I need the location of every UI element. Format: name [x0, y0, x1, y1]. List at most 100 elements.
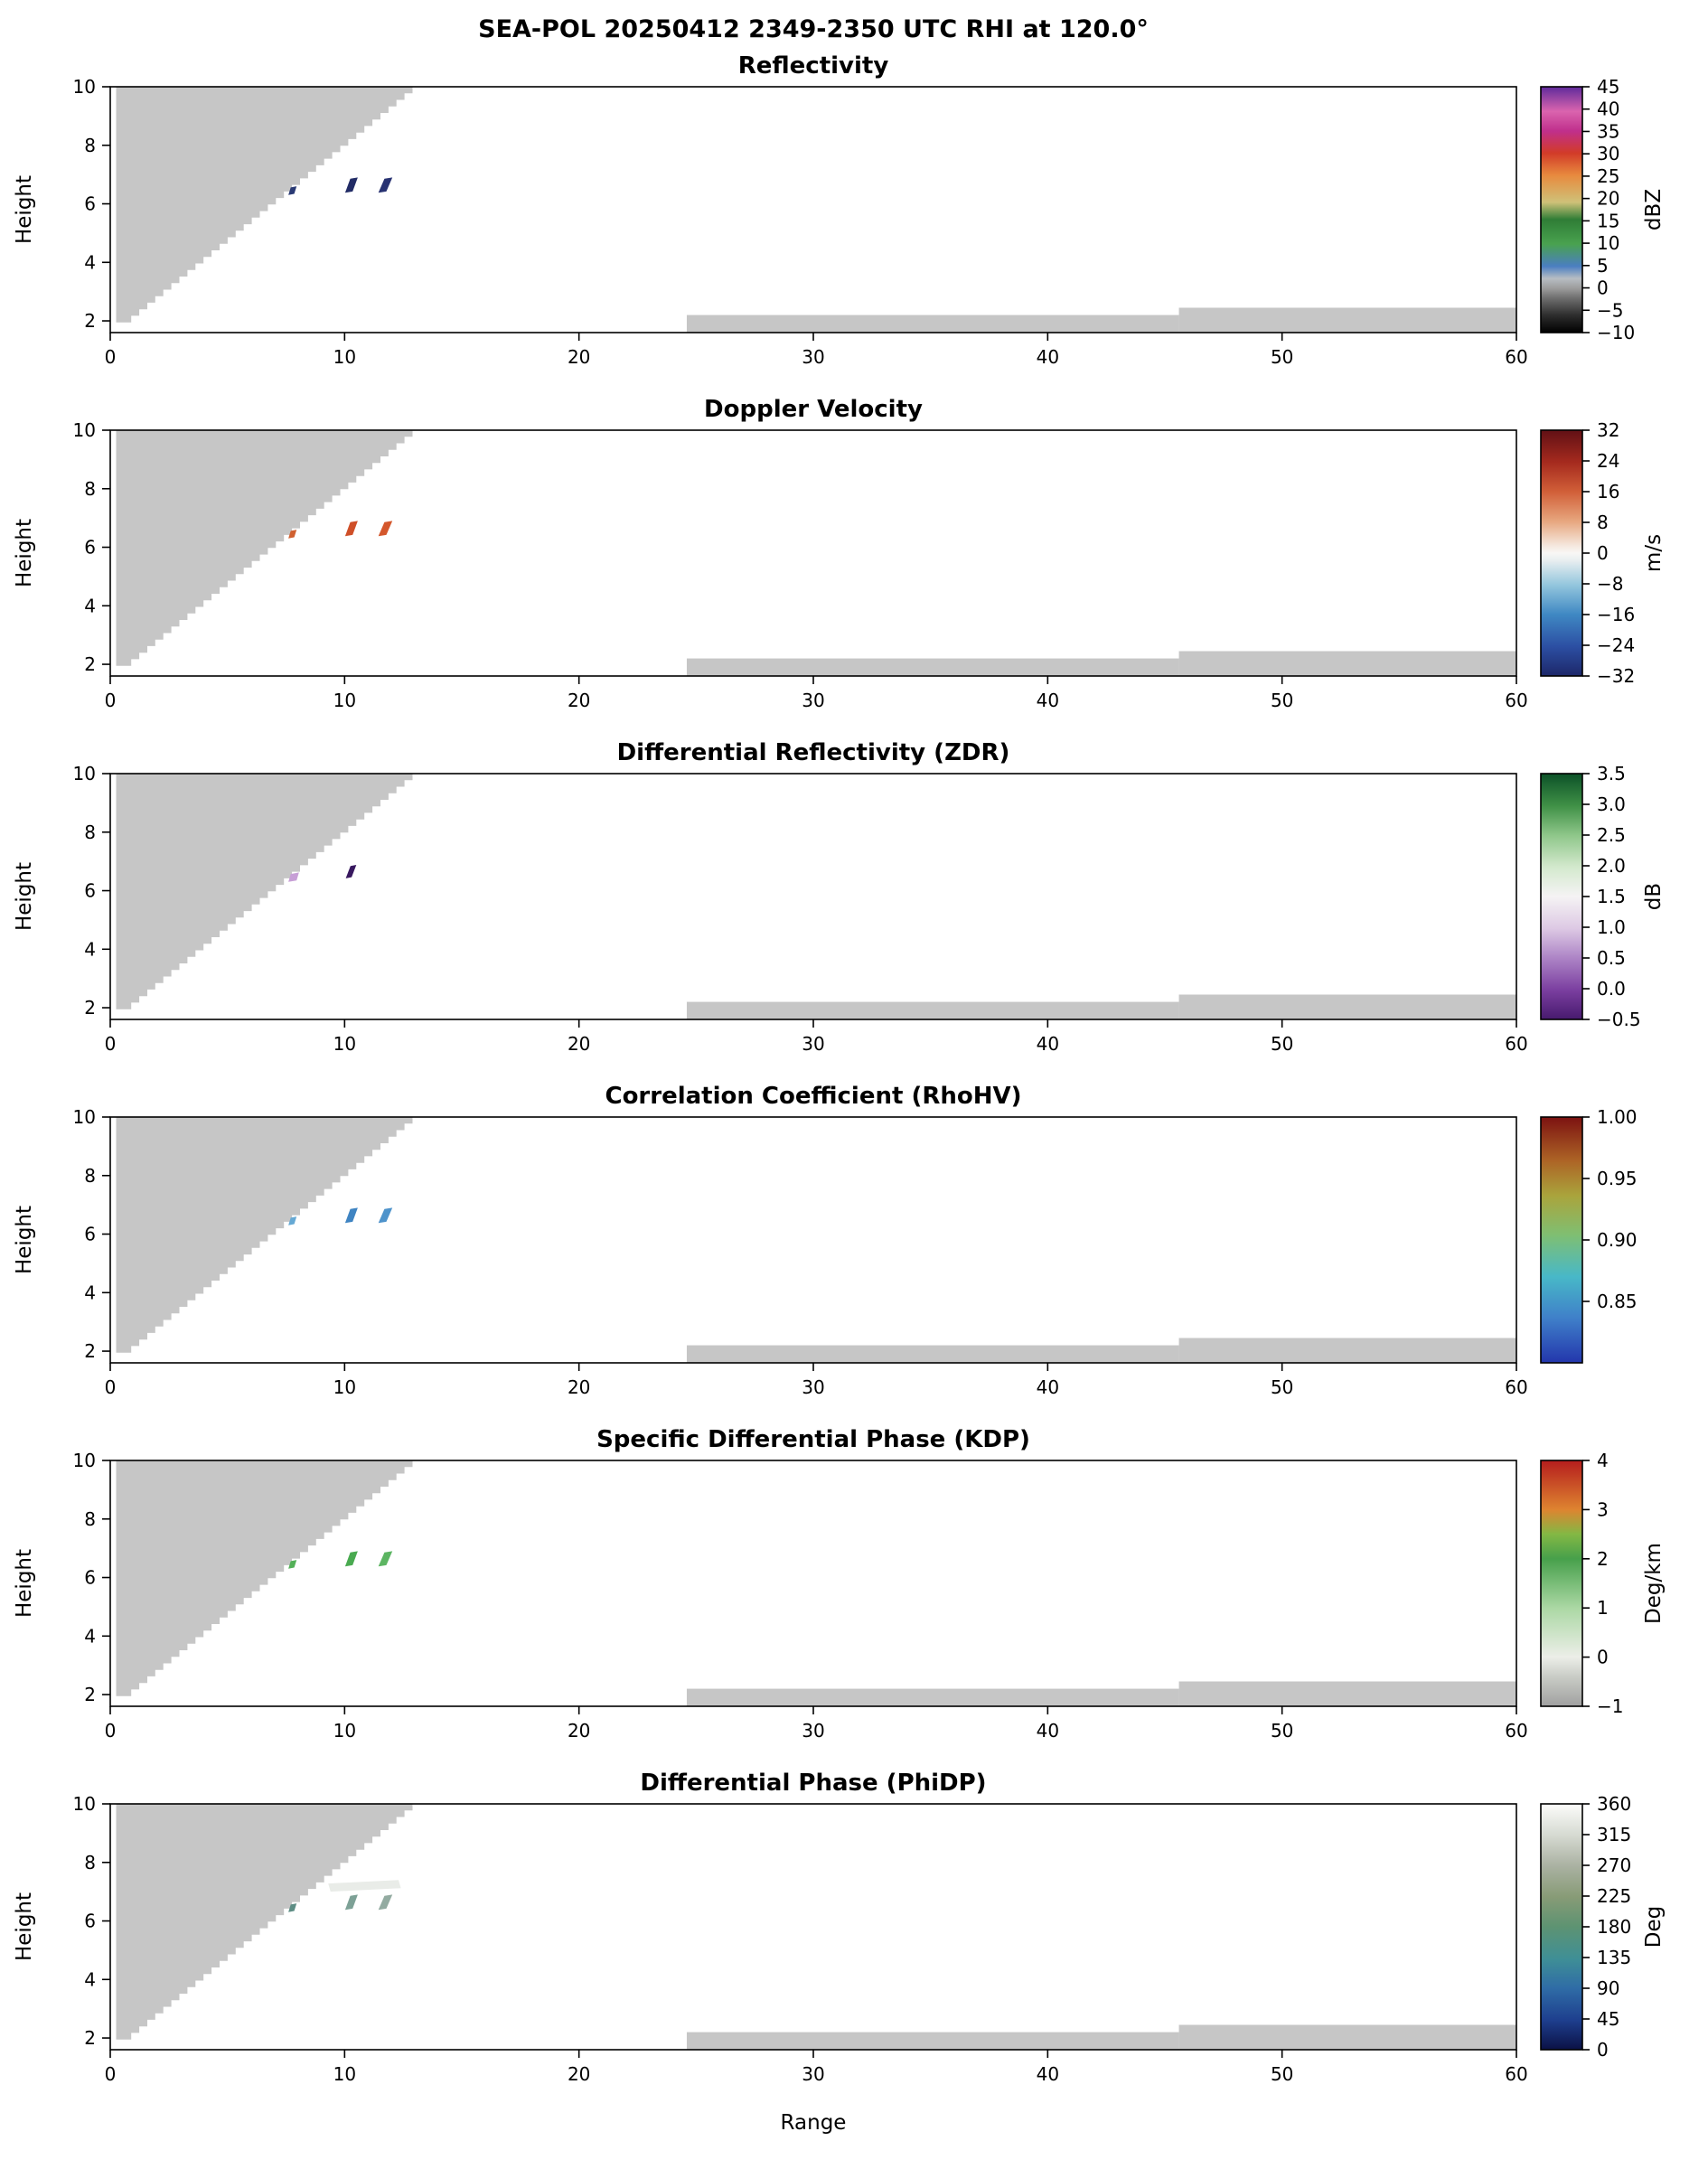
y-tick-label: 6	[84, 880, 96, 902]
panel-title-reflectivity: Reflectivity	[737, 52, 889, 80]
x-tick-label: 40	[1037, 690, 1059, 711]
x-tick-label: 40	[1037, 2063, 1059, 2085]
panel-zdr: Differential Reflectivity (ZDR) 0 10 20 30 40…	[0, 737, 1708, 1056]
ground-echo-strip	[1178, 2024, 1516, 2050]
x-tick-label: 10	[333, 1033, 356, 1055]
colorbar-tick-label: 32	[1597, 419, 1619, 441]
x-tick-label: 30	[802, 1033, 824, 1055]
colorbar-tick-label: 4	[1597, 1450, 1609, 1471]
y-tick-label: 2	[84, 653, 96, 675]
y-tick-label: 2	[84, 997, 96, 1019]
colorbar-tick-label: 1	[1597, 1597, 1609, 1619]
ground-echo-strip	[1178, 651, 1516, 676]
y-tick-label: 6	[84, 193, 96, 215]
y-axis-label: Height	[13, 519, 36, 587]
colorbar-tick-label: 0	[1597, 1647, 1609, 1668]
colorbar-tick-label: 3.0	[1597, 793, 1626, 815]
x-tick-label: 40	[1037, 1720, 1059, 1742]
ground-echo-strip	[686, 1001, 1179, 1019]
colorbar-tick-label: 0.0	[1597, 978, 1626, 1000]
x-tick-label: 60	[1505, 1033, 1527, 1055]
colorbar-unit-label: m/s	[1642, 534, 1666, 572]
colorbar-tick-label: 40	[1597, 99, 1619, 120]
colorbar-tick-label: 24	[1597, 450, 1619, 472]
colorbar-tick-label: 3.5	[1597, 763, 1626, 784]
x-tick-label: 10	[333, 2063, 356, 2085]
colorbar-tick-label: 0.85	[1597, 1291, 1638, 1312]
echo-patch	[378, 1894, 393, 1911]
panel-title-velocity: Doppler Velocity	[704, 396, 923, 423]
x-tick-label: 60	[1505, 1376, 1527, 1398]
echo-patch	[344, 177, 358, 193]
x-tick-label: 30	[802, 1376, 824, 1398]
x-tick-label: 30	[802, 1720, 824, 1742]
colorbar-tick-label: 1.5	[1597, 886, 1626, 907]
colorbar-unit-label: dB	[1642, 883, 1666, 910]
y-tick-label: 10	[73, 76, 96, 98]
colorbar-tick-label: −0.5	[1597, 1009, 1641, 1030]
echo-patch	[344, 1207, 358, 1224]
y-tick-label: 6	[84, 1911, 96, 1932]
colorbar-tick-label: 2.0	[1597, 855, 1626, 877]
y-tick-label: 8	[84, 822, 96, 843]
colorbar-tick-label: 2.5	[1597, 824, 1626, 846]
y-tick-label: 2	[84, 310, 96, 332]
ground-echo-strip	[1178, 994, 1516, 1019]
colorbar-tick-label: 0.90	[1597, 1229, 1638, 1251]
ground-echo-strip	[686, 2032, 1179, 2050]
y-axis-label: Height	[13, 862, 36, 931]
y-tick-label: 8	[84, 1508, 96, 1530]
x-tick-label: 0	[105, 1720, 117, 1742]
x-tick-label: 20	[568, 690, 590, 711]
colorbar-tick-label: 0.95	[1597, 1168, 1638, 1189]
y-axis-label: Height	[13, 1549, 36, 1618]
x-tick-label: 60	[1505, 2063, 1527, 2085]
x-tick-label: 50	[1271, 1376, 1293, 1398]
rhi-plot-reflectivity: 0 10 20 30 40 50 60246810Height454035302520151…	[13, 76, 1666, 368]
x-tick-label: 10	[333, 346, 356, 368]
colorbar-tick-label: 5	[1597, 255, 1609, 277]
x-tick-label: 50	[1271, 1033, 1293, 1055]
x-tick-label: 0	[105, 346, 117, 368]
colorbar-unit-label: dBZ	[1642, 189, 1666, 230]
y-axis-label: Height	[13, 175, 36, 244]
x-tick-label: 20	[568, 346, 590, 368]
y-tick-label: 10	[73, 419, 96, 441]
echo-patch	[378, 1551, 393, 1567]
colorbar-tick-label: −10	[1597, 322, 1635, 343]
beam-blockage-mask	[116, 1460, 413, 1696]
colorbar-tick-label: 35	[1597, 120, 1619, 142]
y-tick-label: 6	[84, 537, 96, 559]
x-tick-label: 30	[802, 690, 824, 711]
colorbar-velocity	[1540, 429, 1583, 677]
rhi-plot-phidp: 0 10 20 30 40 50 60 2 4 6 8 10 Height 360 315 270 225 180…	[13, 1793, 1666, 2085]
colorbar-tick-label: 90	[1597, 1977, 1619, 1999]
y-tick-label: 4	[84, 1282, 96, 1303]
panel-kdp: Specific Differential Phase (KDP) 0 10 20 30…	[0, 1424, 1708, 1742]
beam-blockage-mask	[116, 774, 413, 1009]
y-tick-label: 4	[84, 595, 96, 616]
colorbar-tick-label: 3	[1597, 1498, 1609, 1520]
colorbar-unit-label: Deg/km	[1642, 1543, 1666, 1624]
x-tick-label: 20	[568, 1720, 590, 1742]
colorbar-phidp	[1540, 1803, 1583, 2051]
y-tick-label: 8	[84, 1165, 96, 1187]
colorbar-unit-label: Deg	[1642, 1906, 1666, 1948]
x-tick-label: 50	[1271, 2063, 1293, 2085]
colorbar-tick-label: 20	[1597, 188, 1619, 210]
colorbar-tick-label: −8	[1597, 573, 1623, 595]
echo-patch	[378, 1207, 393, 1224]
y-tick-label: 10	[73, 763, 96, 784]
x-tick-label: 50	[1271, 690, 1293, 711]
x-axis-label: Range	[780, 2111, 847, 2135]
colorbar-tick-label: 360	[1597, 1793, 1631, 1815]
panel-phidp: Differential Phase (PhiDP) 0 10 20 30 40 50 60 2…	[0, 1768, 1708, 2086]
rhi-plot-velocity: 0 10 20 30 40 50 60246810Height32241680−8−16−2…	[13, 419, 1666, 711]
colorbar-tick-label: 45	[1597, 2008, 1619, 2030]
y-axis-label: Height	[13, 1892, 36, 1961]
y-tick-label: 6	[84, 1567, 96, 1589]
echo-patch	[288, 186, 297, 195]
colorbar-kdp	[1540, 1460, 1583, 1707]
